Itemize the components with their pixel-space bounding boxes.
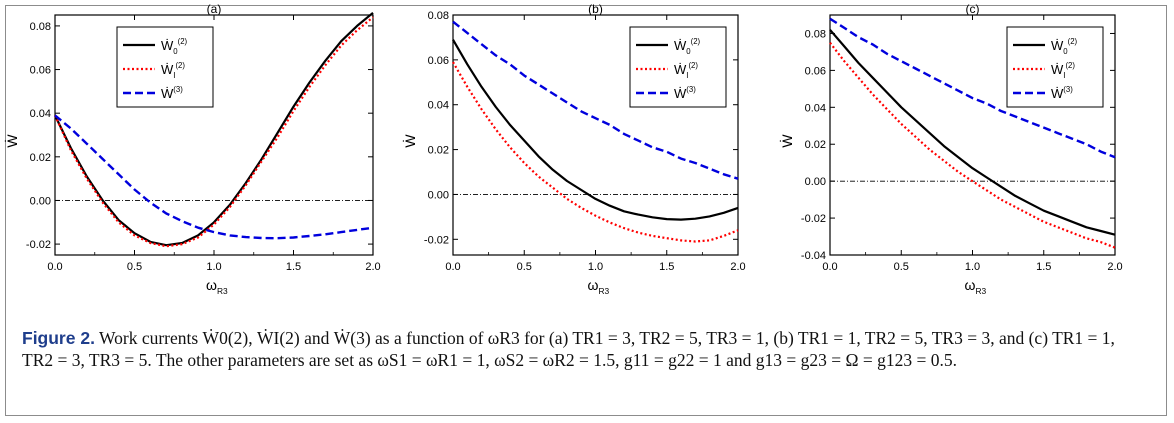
- legend-label-3: Ẇ(3): [674, 85, 696, 101]
- y-tick-label: 0.06: [805, 65, 826, 77]
- legend-label-3: Ẇ(3): [1051, 85, 1073, 101]
- figure-frame: [5, 5, 1167, 416]
- series-line-3: [54, 114, 374, 240]
- x-tick-label: 2.0: [1107, 261, 1122, 273]
- legend-label-1: Ẇ0(2): [161, 37, 188, 56]
- legend-label-2: ẆI(2): [674, 61, 698, 80]
- x-tick-label: 0.0: [445, 261, 460, 273]
- x-tick-label: 1.0: [206, 261, 221, 273]
- legend: Ẇ0(2) ẆI(2) Ẇ(3): [116, 26, 214, 108]
- series-line-2: [53, 16, 374, 248]
- legend-label-1: Ẇ0(2): [1051, 37, 1078, 56]
- series-line-2: [452, 61, 739, 243]
- legend-box: [116, 26, 214, 108]
- legend-box: [629, 26, 727, 108]
- x-tick-label: 0.5: [517, 261, 532, 273]
- y-tick-label: 0.08: [30, 21, 51, 33]
- legend-box: [1006, 26, 1104, 108]
- series-line-2: [829, 42, 1116, 249]
- y-tick-label: 0.06: [30, 65, 51, 77]
- x-tick-label: 2.0: [365, 261, 380, 273]
- y-tick-label: 0.08: [805, 28, 826, 40]
- y-tick-label: 0.02: [805, 139, 826, 151]
- chart-2: (b) 0.0 0.5 1.0 1.5 2.0 -0.02 0.00 0.02 0.04 0.06 0…: [401, 2, 746, 296]
- legend-label-2: ẆI(2): [1051, 61, 1075, 80]
- x-tick-label: 2.0: [730, 261, 745, 273]
- y-axis-label-group: Ẇ: [3, 134, 20, 148]
- series-line-1: [452, 39, 739, 221]
- x-tick-label: 0.5: [127, 261, 142, 273]
- y-tick-label: -0.02: [26, 239, 51, 251]
- y-tick-label: 0.04: [805, 102, 826, 114]
- x-axis-label: ωR3: [965, 277, 987, 296]
- y-axis-label-group: Ẇ: [778, 134, 795, 148]
- y-tick-label: 0.00: [805, 176, 826, 188]
- legend-label-3: Ẇ(3): [161, 85, 183, 101]
- x-tick-label: 0.0: [47, 261, 62, 273]
- chart-1: (a) 0.0 0.5 1.0 1.5 2.0 -0.02 0.00 0.02 0.04 0.06 0…: [3, 2, 381, 296]
- y-tick-label: -0.02: [424, 234, 449, 246]
- legend-label-2: ẆI(2): [161, 61, 185, 80]
- x-tick-label: 0.5: [894, 261, 909, 273]
- legend-label-1: Ẇ0(2): [674, 37, 701, 56]
- caption-text: Work currents Ẇ0(2), ẆI(2) and Ẇ(3) as a…: [22, 328, 1115, 370]
- x-tick-label: 1.5: [1036, 261, 1051, 273]
- y-tick-label: 0.00: [428, 189, 449, 201]
- figure-plots: (a) 0.0 0.5 1.0 1.5 2.0 -0.02 0.00 0.02 0.04 0.06 0…: [3, 2, 1123, 296]
- y-tick-label: 0.02: [30, 152, 51, 164]
- y-tick-label: 0.08: [428, 10, 449, 22]
- series-line-3: [452, 20, 739, 180]
- panel-title: (c): [966, 2, 980, 16]
- chart-3: (c) 0.0 0.5 1.0 1.5 2.0 -0.04 -0.02 0.00 0.02 0.04…: [778, 2, 1123, 296]
- x-tick-label: 1.0: [588, 261, 603, 273]
- y-tick-label: 0.04: [30, 108, 51, 120]
- y-tick-label: -0.02: [801, 213, 826, 225]
- caption-label: Figure 2.: [22, 328, 95, 348]
- plot-frame: [54, 14, 374, 256]
- y-tick-label: -0.04: [801, 250, 826, 262]
- x-tick-label: 0.0: [822, 261, 837, 273]
- x-tick-label: 1.0: [965, 261, 980, 273]
- y-tick-label: 0.00: [30, 195, 51, 207]
- y-axis-label-group: Ẇ: [401, 134, 418, 148]
- figure-caption: Figure 2. Work currents Ẇ0(2), ẆI(2) and…: [22, 327, 1147, 371]
- series-line-3: [829, 17, 1116, 159]
- x-tick-label: 1.5: [286, 261, 301, 273]
- x-tick-label: 1.5: [659, 261, 674, 273]
- legend: Ẇ0(2) ẆI(2) Ẇ(3): [629, 26, 727, 108]
- y-axis-label: Ẇ: [778, 134, 795, 148]
- y-tick-label: 0.04: [428, 100, 449, 112]
- legend: Ẇ0(2) ẆI(2) Ẇ(3): [1006, 26, 1104, 108]
- y-tick-label: 0.06: [428, 55, 449, 67]
- panel-title: (a): [207, 2, 222, 16]
- y-axis-label: Ẇ: [3, 134, 20, 148]
- y-axis-label: Ẇ: [401, 134, 418, 148]
- y-tick-label: 0.02: [428, 145, 449, 157]
- series-line-1: [54, 11, 374, 247]
- x-axis-label: ωR3: [206, 277, 228, 296]
- panel-title: (b): [588, 2, 603, 16]
- x-axis-label: ωR3: [588, 277, 610, 296]
- series-line-1: [829, 29, 1116, 236]
